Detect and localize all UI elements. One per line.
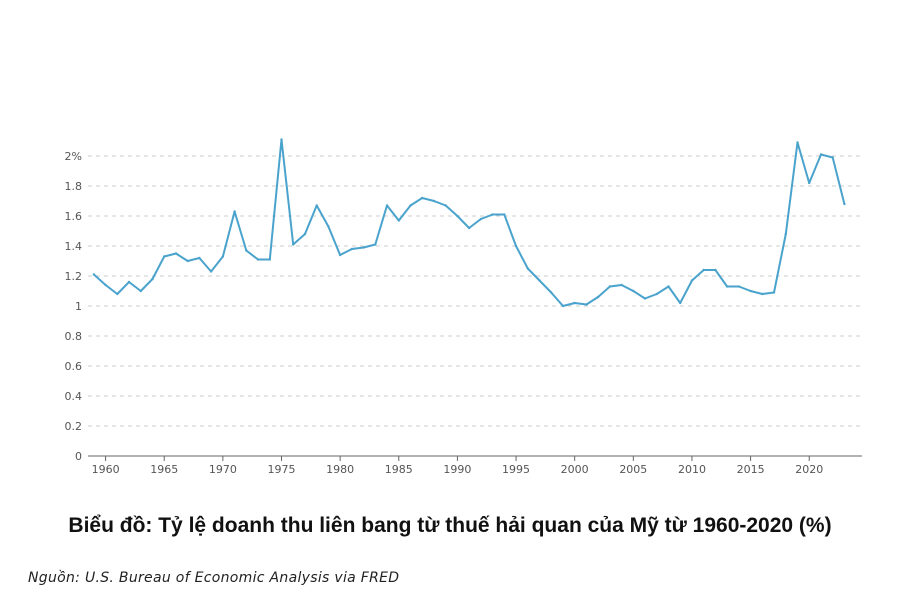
x-tick-label: 1970: [209, 463, 237, 476]
y-tick-label: 0.8: [65, 330, 83, 343]
data-point: [174, 252, 178, 255]
x-tick-label: 2005: [619, 463, 647, 476]
x-tick-label: 2010: [678, 463, 706, 476]
y-tick-label: 1: [75, 300, 82, 313]
data-point: [421, 196, 424, 200]
data-point: [784, 232, 787, 236]
x-tick-label: 1990: [443, 463, 471, 476]
x-tick-label: 1965: [150, 463, 178, 476]
data-point: [491, 213, 494, 216]
data-point: [819, 153, 823, 156]
x-tick-label: 2000: [561, 463, 589, 476]
data-point: [456, 214, 459, 218]
y-axis-tick-labels: 0 0.2 0.4 0.6 0.8 1 1.2 1.4 1.6 1.8 2%: [65, 150, 83, 463]
data-point: [526, 267, 529, 270]
data-point: [338, 253, 342, 257]
data-point: [186, 259, 189, 263]
data-point: [92, 273, 96, 276]
x-axis-ticks: 1960 1965 1970 1975 1980 1985 1990 1995 2000 2005…: [92, 456, 823, 476]
data-point: [245, 249, 248, 252]
data-point: [550, 291, 553, 294]
data-point: [104, 283, 107, 287]
data-point: [831, 156, 834, 159]
data-point: [350, 247, 354, 251]
data-point: [667, 285, 670, 288]
data-point: [655, 292, 658, 296]
data-point: [268, 258, 271, 261]
y-tick-label: 0.4: [65, 390, 83, 403]
source-note: Nguồn: U.S. Bureau of Economic Analysis …: [28, 570, 400, 586]
y-tick-label: 1.2: [65, 270, 83, 283]
data-point: [573, 301, 576, 305]
gridlines: [88, 155, 862, 427]
x-tick-label: 2020: [795, 463, 823, 476]
y-tick-label: 0.2: [65, 420, 83, 433]
data-point: [280, 138, 283, 141]
x-tick-label: 1975: [268, 463, 296, 476]
data-point: [761, 292, 764, 296]
data-point: [585, 303, 588, 306]
data-point: [209, 270, 213, 273]
data-point: [198, 256, 201, 260]
data-point: [679, 301, 682, 305]
data-point: [292, 243, 295, 246]
data-point: [503, 213, 506, 216]
data-point: [702, 268, 705, 272]
y-tick-label: 0.6: [65, 360, 83, 373]
y-tick-label: 0: [75, 450, 82, 463]
x-tick-label: 1980: [326, 463, 354, 476]
y-tick-label: 2%: [65, 150, 82, 163]
data-point: [116, 292, 119, 296]
data-point: [327, 225, 330, 228]
data-points: [92, 138, 846, 308]
y-tick-label: 1.4: [65, 240, 83, 253]
data-point: [538, 279, 541, 282]
y-tick-label: 1.6: [65, 210, 83, 223]
data-point: [362, 246, 365, 249]
data-point: [444, 204, 447, 207]
x-tick-label: 1985: [385, 463, 413, 476]
y-tick-label: 1.8: [65, 180, 83, 193]
data-point: [749, 289, 752, 293]
data-point: [163, 255, 166, 258]
data-point: [561, 304, 565, 308]
data-point: [725, 285, 729, 288]
data-point: [643, 297, 647, 300]
data-point: [151, 277, 154, 281]
data-point: [690, 279, 694, 282]
data-point: [385, 204, 389, 207]
series-line: [92, 138, 846, 307]
data-point: [221, 255, 225, 258]
data-point: [808, 181, 811, 185]
data-point: [608, 285, 612, 288]
data-point: [596, 295, 600, 299]
data-point: [737, 285, 741, 288]
data-point: [233, 210, 236, 213]
data-point: [139, 289, 142, 293]
data-point: [303, 232, 307, 236]
x-tick-label: 2015: [737, 463, 765, 476]
data-point: [479, 217, 483, 221]
data-point: [467, 226, 471, 230]
data-point: [714, 268, 717, 272]
chart-title: Biểu đồ: Tỷ lệ doanh thu liên bang từ th…: [68, 514, 832, 537]
data-point: [514, 244, 518, 248]
data-point: [374, 243, 377, 246]
data-point: [397, 219, 400, 222]
data-point: [843, 202, 846, 206]
data-point: [409, 204, 412, 207]
data-point: [620, 283, 623, 287]
data-point: [127, 280, 131, 284]
data-point: [315, 204, 318, 207]
x-tick-label: 1995: [502, 463, 530, 476]
data-point: [632, 289, 635, 293]
data-point: [432, 199, 436, 203]
x-tick-label: 1960: [92, 463, 120, 476]
data-point: [796, 141, 799, 144]
data-point: [256, 258, 260, 261]
data-point: [772, 291, 776, 294]
